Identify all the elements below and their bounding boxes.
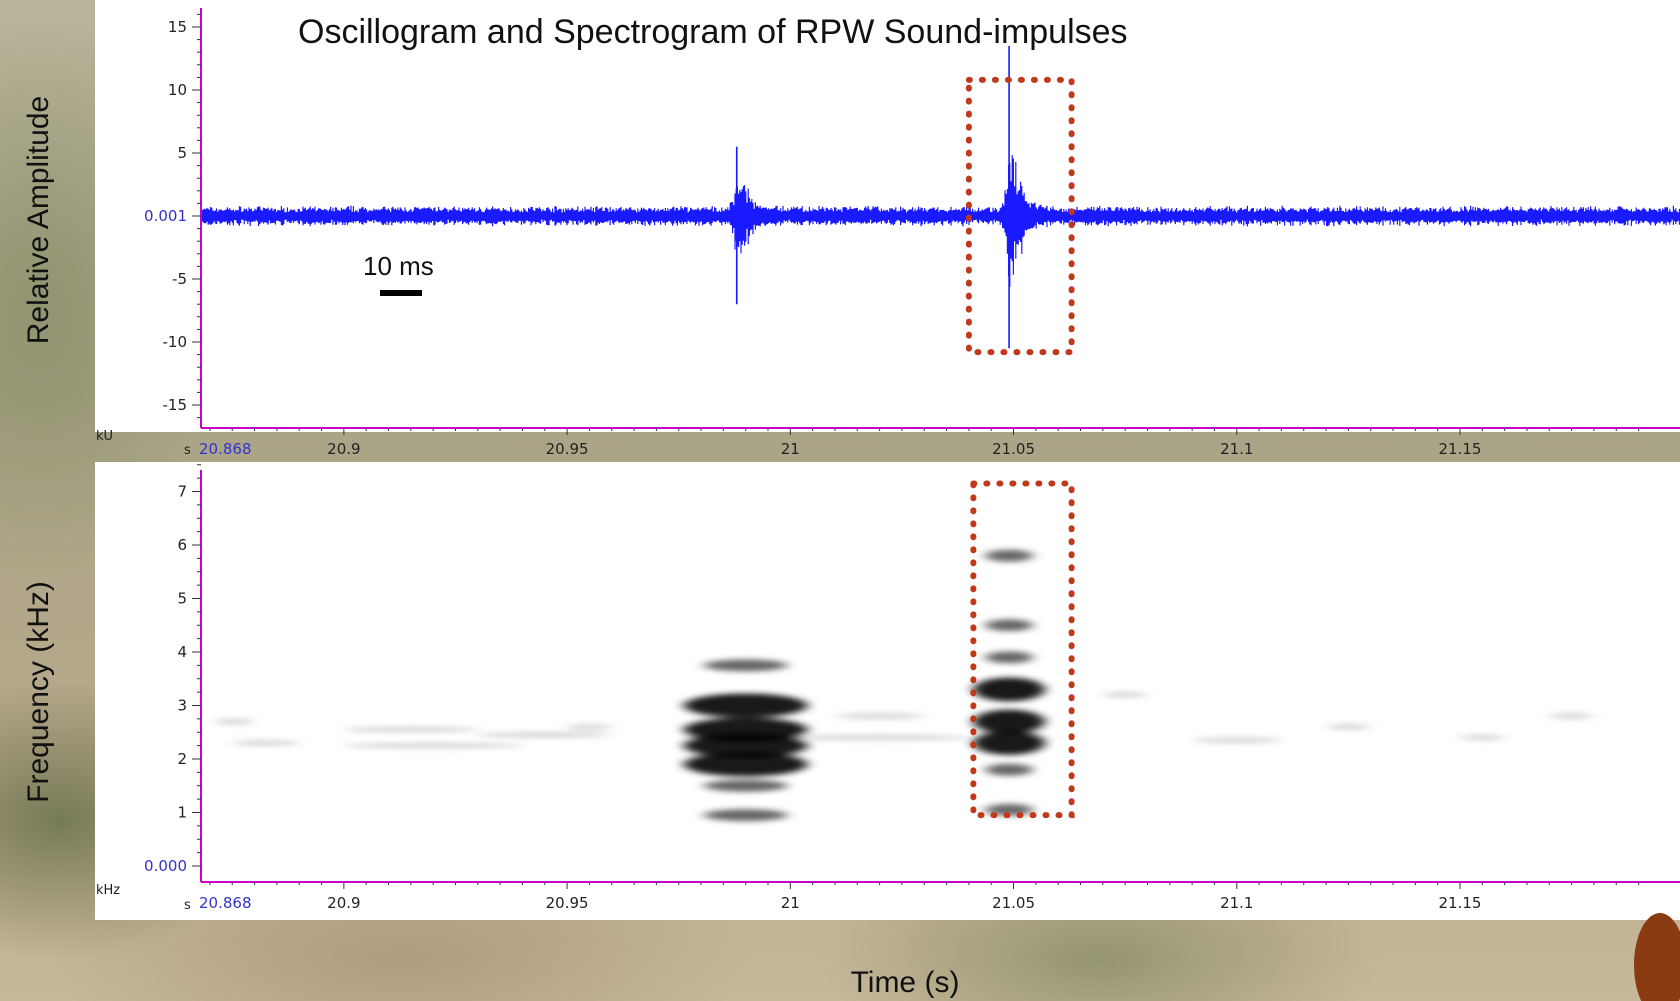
spec-y-tick-label: 7 <box>177 483 187 501</box>
spec-noise-streak <box>1549 713 1594 719</box>
spec-y-tick-label: 6 <box>177 536 187 554</box>
osc-y-axis-label: Relative Amplitude <box>22 96 55 344</box>
spec-energy-band <box>985 619 1034 632</box>
spec-energy-band <box>985 651 1034 664</box>
spec-x-tick-label: 20.95 <box>546 894 589 912</box>
osc-y-tick-label: 5 <box>177 144 187 162</box>
spec-energy-band <box>985 549 1034 562</box>
spec-x-tick-label: 21.05 <box>992 894 1035 912</box>
spec-x-tick-label: 20.868 <box>199 894 252 912</box>
spec-energy-band <box>703 779 788 792</box>
oscillogram-plot <box>200 45 1680 356</box>
spec-noise-streak <box>834 713 925 719</box>
spec-noise-streak <box>232 740 300 746</box>
osc-x-tick-label: 21.1 <box>1220 440 1253 458</box>
osc-x-tick-label: 20.95 <box>546 440 589 458</box>
osc-x-tick-label: 20.868 <box>199 440 252 458</box>
spec-noise-streak <box>1326 724 1371 730</box>
osc-x-tick-label: 21.15 <box>1439 440 1482 458</box>
spec-noise-streak <box>477 732 612 738</box>
spec-energy-band <box>703 659 788 672</box>
spec-x-tick-label: 21 <box>781 894 800 912</box>
spec-noise-streak <box>1460 735 1505 741</box>
spec-noise-streak <box>567 724 612 730</box>
osc-y-tick-label: -10 <box>163 333 188 351</box>
beetle-icon <box>1634 913 1680 1001</box>
spec-noise-streak <box>1102 692 1148 698</box>
osc-x-tick-label: 20.9 <box>327 440 360 458</box>
spec-energy-band <box>973 677 1046 702</box>
spec-energy-band <box>985 763 1034 776</box>
osc-y-tick-label: 10 <box>168 81 187 99</box>
spec-y-tick-label: 3 <box>177 697 187 715</box>
scale-bar-label: 10 ms <box>363 251 434 281</box>
oscillogram-axes: 15 10 5 0.001 -5 -10 -15 20.868 20.9 20.95 21 21.05… <box>144 8 1680 458</box>
osc-y-tick-label: 0.001 <box>144 207 187 225</box>
spec-energy-band <box>683 717 808 742</box>
spec-noise-streak <box>214 719 255 725</box>
spec-x-unit: s <box>184 898 191 913</box>
chart-title: Oscillogram and Spectrogram of RPW Sound… <box>298 13 1128 51</box>
spec-y-tick-label: 1 <box>177 804 187 822</box>
spectrogram-panel <box>95 462 1680 920</box>
spectrogram-highlight-box <box>970 480 1075 819</box>
spec-noise-streak <box>343 727 478 733</box>
spec-noise-streak <box>343 743 523 749</box>
spec-y-tick-label: 0.000 <box>144 857 187 875</box>
spectrogram-plot <box>214 549 1594 822</box>
spec-noise-streak <box>1192 737 1282 743</box>
spec-x-tick-label: 21.15 <box>1439 894 1482 912</box>
spec-x-tick-label: 21.1 <box>1220 894 1253 912</box>
spec-energy-band <box>703 809 788 822</box>
osc-x-tick-label: 21 <box>781 440 800 458</box>
spec-energy-band <box>973 709 1046 734</box>
spec-energy-band <box>973 730 1046 755</box>
spec-y-tick-label: 2 <box>177 750 187 768</box>
spec-energy-band <box>683 693 808 718</box>
x-axis-label: Time (s) <box>851 966 960 999</box>
osc-y-tick-label: 15 <box>168 18 187 36</box>
osc-y-tick-label: -15 <box>163 396 188 414</box>
osc-x-tick-label: 21.05 <box>992 440 1035 458</box>
spec-noise-streak <box>790 735 969 741</box>
spec-y-unit: kHz <box>96 883 120 898</box>
spec-y-tick-label: 5 <box>177 590 187 608</box>
spec-x-tick-label: 20.9 <box>327 894 360 912</box>
spec-y-tick-label: 4 <box>177 643 187 661</box>
oscillogram-highlight-box <box>965 76 1075 356</box>
spec-y-axis-label: Frequency (kHz) <box>22 581 55 803</box>
osc-y-unit: kU <box>96 429 113 444</box>
scale-bar <box>380 290 422 296</box>
osc-x-unit: s <box>184 443 191 458</box>
spec-energy-band <box>683 752 808 777</box>
osc-y-tick-label: -5 <box>172 270 187 288</box>
